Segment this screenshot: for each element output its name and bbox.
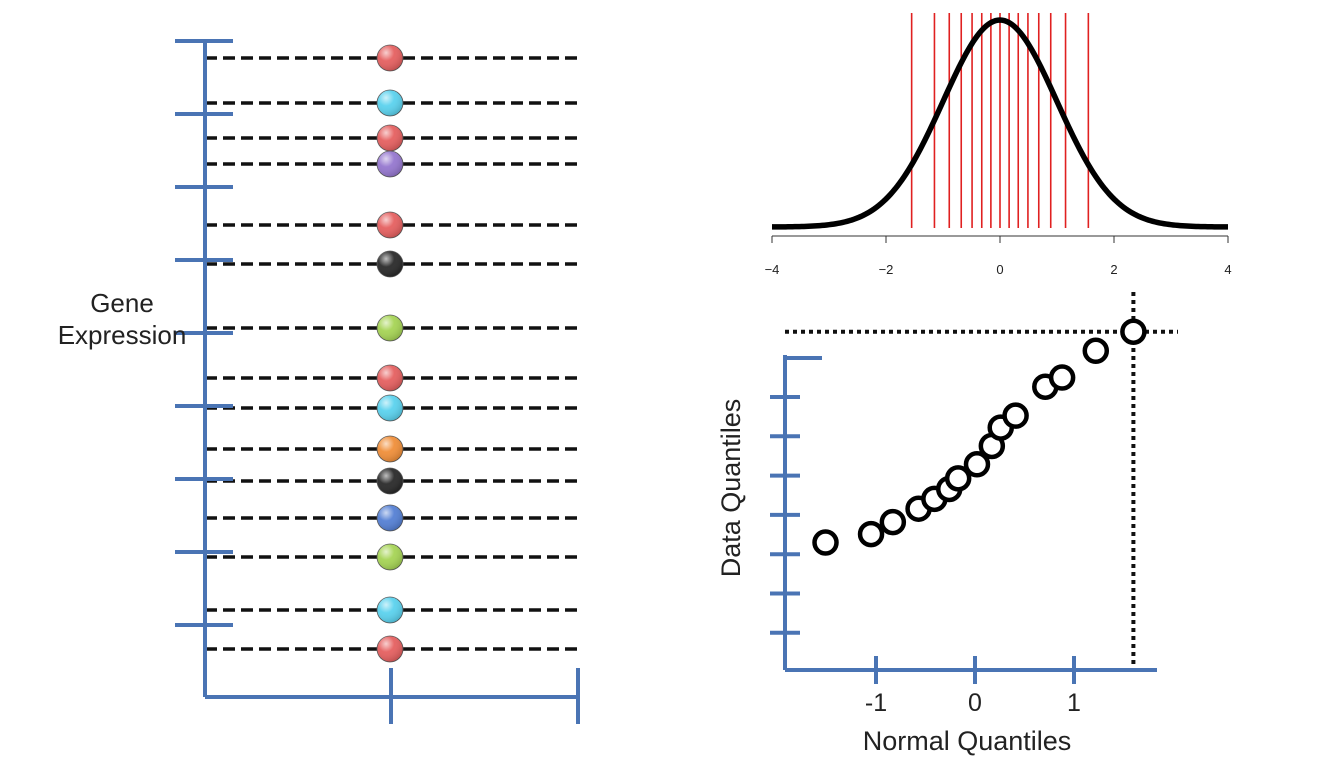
qq-y-axis-label: Data Quantiles (716, 399, 746, 578)
gene-point-shine (377, 251, 403, 277)
density-curve (771, 17, 1229, 230)
qq-x-tick-label: 0 (968, 689, 982, 717)
qq-points (812, 318, 1147, 556)
qq-point (1120, 318, 1147, 345)
gene-point-shine (377, 151, 403, 177)
gene-axes (175, 39, 580, 724)
density-x-axis: −4 −2 0 2 4 (765, 235, 1232, 277)
gene-point-shine (377, 436, 403, 462)
gene-point-shine (377, 636, 403, 662)
gene-point-shine (377, 395, 403, 421)
density-x-tick-label: 4 (1224, 262, 1231, 277)
gene-point-shine (377, 365, 403, 391)
qq-point (879, 508, 907, 536)
gene-point-shine (377, 544, 403, 570)
normal-density-chart: −4 −2 0 2 4 (765, 13, 1232, 277)
quantile-lines (910, 13, 1090, 228)
gene-points (376, 44, 404, 663)
gene-point-shine (377, 125, 403, 151)
qq-point (812, 529, 839, 556)
qq-x-tick-label: 1 (1067, 689, 1081, 717)
gene-point-shine (377, 90, 403, 116)
density-x-tick-label: 0 (996, 262, 1003, 277)
qq-point (1048, 364, 1076, 391)
qq-point (1002, 402, 1029, 429)
qq-guide-lines (785, 292, 1178, 672)
qq-plot: -1 0 1 Normal Quantiles Data Quantiles (716, 292, 1178, 756)
qq-point (857, 520, 885, 548)
qq-x-tick-label: -1 (865, 689, 887, 717)
density-x-tick-label: −4 (765, 262, 780, 277)
gene-point-shine (377, 468, 403, 494)
gene-y-axis-label: Gene Expression (58, 288, 187, 350)
gene-point-shine (377, 505, 403, 531)
qq-axes: -1 0 1 (770, 355, 1157, 717)
qq-point (944, 465, 972, 492)
density-x-tick-label: −2 (879, 262, 894, 277)
qq-x-axis-label: Normal Quantiles (863, 726, 1072, 756)
gene-point-shine (377, 212, 403, 238)
qq-point (1082, 337, 1110, 365)
gene-point-shine (377, 315, 403, 341)
gene-expression-chart: Gene Expression (58, 39, 580, 724)
qq-point (963, 451, 991, 478)
density-x-tick-label: 2 (1110, 262, 1117, 277)
gene-point-shine (377, 45, 403, 71)
gene-point-shine (377, 597, 403, 623)
